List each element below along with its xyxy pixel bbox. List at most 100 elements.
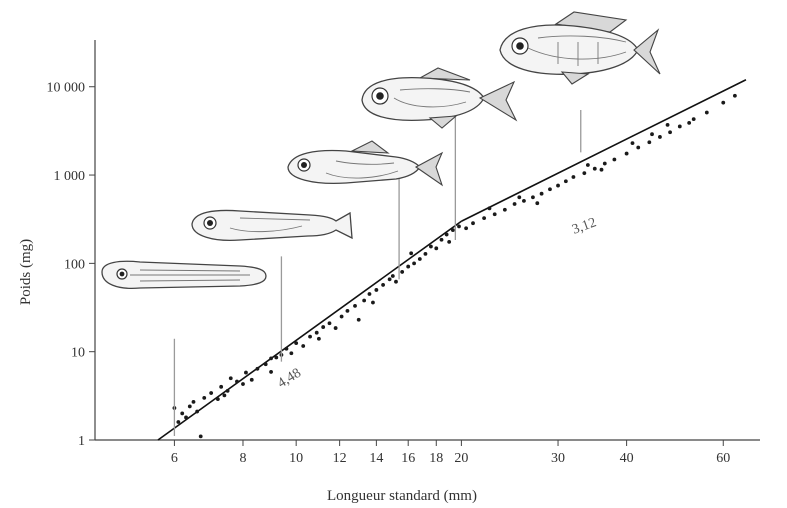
data-point xyxy=(450,228,455,233)
data-point xyxy=(599,167,604,172)
data-point xyxy=(471,221,475,226)
data-point xyxy=(314,330,319,335)
y-tick-label: 1 xyxy=(78,434,85,449)
y-tick-label: 1 000 xyxy=(54,169,86,184)
data-point xyxy=(191,400,196,404)
y-tick-label: 10 xyxy=(71,346,85,361)
data-point xyxy=(412,261,416,266)
data-point xyxy=(556,183,560,188)
data-point xyxy=(228,376,233,381)
data-point xyxy=(429,244,433,249)
data-point xyxy=(624,151,629,156)
data-point xyxy=(548,187,552,192)
data-point xyxy=(630,141,635,146)
data-point xyxy=(691,117,696,122)
data-point xyxy=(439,237,444,242)
data-point xyxy=(677,124,682,129)
data-point xyxy=(356,317,361,322)
data-point xyxy=(492,212,497,217)
data-point xyxy=(522,198,526,203)
data-point xyxy=(531,195,535,200)
data-point xyxy=(269,370,273,374)
data-point xyxy=(241,382,245,386)
data-point xyxy=(202,395,207,400)
x-tick-label: 16 xyxy=(401,451,415,466)
data-point xyxy=(409,251,414,256)
data-point xyxy=(374,288,379,292)
data-point xyxy=(647,140,652,145)
data-point xyxy=(263,362,268,367)
data-point xyxy=(176,420,181,424)
marker-lines xyxy=(173,110,582,436)
data-point xyxy=(582,171,587,176)
x-tick-label: 60 xyxy=(716,451,730,466)
x-tick-label: 12 xyxy=(333,451,347,466)
data-point xyxy=(612,157,617,162)
data-point xyxy=(244,370,248,375)
data-point xyxy=(512,202,517,206)
data-point xyxy=(400,270,405,274)
data-point xyxy=(180,411,185,416)
x-tick-label: 20 xyxy=(454,451,468,466)
data-point xyxy=(269,356,273,361)
data-point xyxy=(209,391,214,395)
data-point xyxy=(394,279,398,284)
data-point xyxy=(284,346,289,351)
data-point xyxy=(650,132,654,137)
data-point xyxy=(406,264,411,269)
data-point xyxy=(668,130,672,135)
data-point xyxy=(487,206,492,211)
young-fish-icon xyxy=(287,140,444,187)
data-points xyxy=(172,93,737,439)
x-tick-label: 18 xyxy=(429,451,443,466)
data-point xyxy=(225,388,230,393)
data-point xyxy=(235,379,239,384)
data-point xyxy=(321,325,326,329)
data-point xyxy=(658,135,662,139)
data-point xyxy=(592,166,597,171)
data-point xyxy=(665,122,670,127)
y-tick-label: 10 000 xyxy=(47,81,86,96)
data-point xyxy=(390,274,395,278)
data-point xyxy=(704,110,709,115)
data-point xyxy=(539,191,544,196)
y-axis-title: Poids (mg) xyxy=(18,239,34,305)
data-point xyxy=(585,163,590,167)
data-point xyxy=(353,303,357,308)
data-point xyxy=(482,216,487,221)
data-point xyxy=(464,226,469,231)
data-point xyxy=(732,93,737,98)
data-point xyxy=(308,334,312,339)
data-point xyxy=(444,232,449,237)
adolescent-goldfish-icon xyxy=(361,67,518,129)
data-point xyxy=(434,246,439,251)
data-point xyxy=(187,404,192,409)
data-point xyxy=(255,366,260,371)
data-point xyxy=(362,298,367,303)
data-point xyxy=(602,161,607,166)
fit-line xyxy=(157,220,462,441)
data-point xyxy=(563,179,568,184)
data-point xyxy=(517,195,522,200)
x-tick-label: 10 xyxy=(289,451,303,466)
axes: 6 8 10 12 14 16 18 20 30 40 60 1 10 100 1 000 10 000 xyxy=(47,40,760,466)
x-tick-label: 40 xyxy=(620,451,634,466)
data-point xyxy=(502,207,507,212)
x-tick-label: 6 xyxy=(171,451,178,466)
data-point xyxy=(387,277,392,282)
data-point xyxy=(447,240,452,244)
data-point xyxy=(289,351,294,356)
data-point xyxy=(198,434,203,439)
x-tick-label: 14 xyxy=(369,451,383,466)
slope-label-larval: 4,48 xyxy=(275,366,304,392)
data-point xyxy=(274,355,279,360)
data-point xyxy=(222,393,227,398)
adult-carp-icon xyxy=(499,11,661,85)
x-axis-title: Longueur standard (mm) xyxy=(327,488,477,504)
data-point xyxy=(381,283,385,287)
data-point xyxy=(535,201,540,206)
data-point xyxy=(195,409,200,414)
data-point xyxy=(219,384,224,389)
data-point xyxy=(249,377,254,382)
